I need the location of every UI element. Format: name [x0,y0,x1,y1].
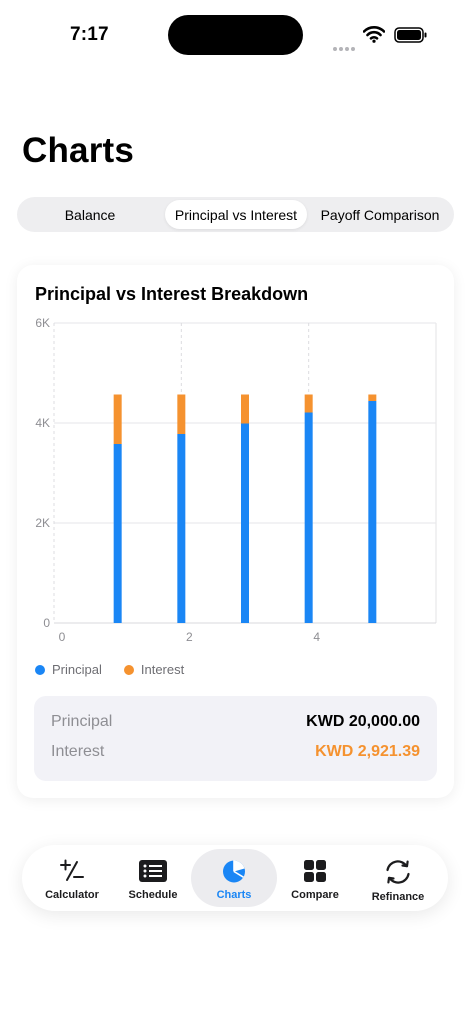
y-tick-label: 6K [35,316,50,330]
plus-minus-icon [60,859,84,881]
tab-bar: Calculator Schedule Charts Compare [22,845,448,911]
wifi-icon [363,26,385,43]
bar-principal [368,401,377,623]
principal-interest-chart: 0 2K 4K 6K 0 2 4 [35,316,437,644]
summary-interest-label: Interest [51,743,105,760]
legend-label-interest: Interest [140,662,185,677]
chart-legend: Principal Interest [35,662,206,677]
tab-compare-label: Compare [291,889,339,901]
tab-schedule-label: Schedule [128,889,178,901]
chart-card: Principal vs Interest Breakdown 0 2K 4K 6K 0… [17,265,454,798]
y-tick-label: 2K [35,516,50,530]
summary-principal-label: Principal [51,713,113,730]
legend-dot-principal [35,664,45,675]
bar-interest [241,394,249,424]
pie-chart-icon [223,860,245,883]
tab-compare[interactable]: Compare [272,849,358,907]
tab-schedule[interactable]: Schedule [110,849,196,907]
dynamic-island [168,15,303,55]
bar-interest [113,394,122,444]
tab-calculator[interactable]: Calculator [29,849,115,907]
page-title: Charts [22,131,135,170]
bar-principal [241,423,249,623]
summary-interest-value: KWD 2,921.39 [315,743,420,760]
tab-charts[interactable]: Charts [191,849,277,907]
x-tick-label: 4 [313,630,320,644]
status-icons [333,25,433,51]
segment-principal-vs-interest[interactable]: Principal vs Interest [165,200,307,229]
bar-principal [177,434,186,623]
status-bar: 7:17 [0,0,471,70]
legend-item-principal: Principal [35,662,102,677]
summary-principal-value: KWD 20,000.00 [306,713,420,730]
bar-interest [368,394,377,401]
summary-row-principal: Principal KWD 20,000.00 [51,713,420,731]
legend-dot-interest [123,664,134,675]
bar-principal [304,412,313,623]
bar-interest [177,394,186,434]
grid-icon [304,860,326,882]
segmented-control: Balance Principal vs Interest Payoff Com… [17,197,454,232]
segment-balance[interactable]: Balance [64,206,116,223]
status-time: 7:17 [70,24,109,45]
tab-calculator-label: Calculator [45,889,99,901]
chart-title: Principal vs Interest Breakdown [35,284,309,304]
bar-interest [304,394,313,413]
list-icon [139,860,167,882]
summary-row-interest: Interest KWD 2,921.39 [51,743,420,761]
legend-item-interest: Interest [123,662,185,677]
legend-label-principal: Principal [52,662,102,677]
y-tick-label: 4K [35,416,50,430]
tab-refinance[interactable]: Refinance [355,849,441,907]
x-tick-label: 0 [59,630,66,644]
bar-principal [113,444,122,623]
battery-icon [394,27,427,43]
summary-panel: Principal KWD 20,000.00 Interest KWD 2,9… [34,696,437,781]
y-tick-label: 0 [43,616,50,630]
x-tick-label: 2 [186,630,193,644]
tab-refinance-label: Refinance [371,891,425,903]
tab-charts-label: Charts [216,889,252,901]
refresh-icon [386,860,410,884]
cellular-signal-icon [333,38,357,56]
segment-payoff-comparison[interactable]: Payoff Comparison [320,206,440,223]
